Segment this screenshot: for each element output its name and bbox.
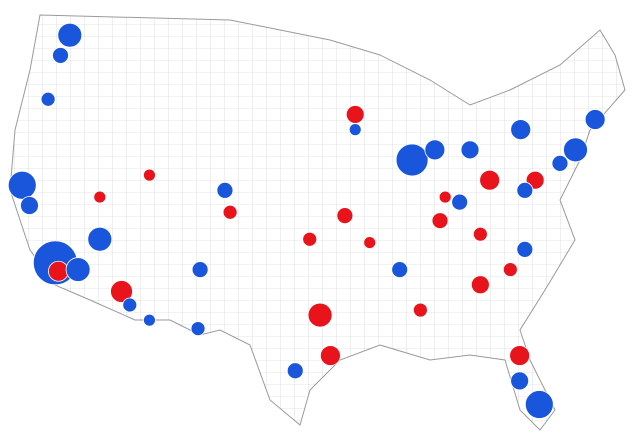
county-bubble (563, 137, 588, 163)
county-bubble (510, 371, 530, 391)
county-bubble (438, 190, 452, 204)
county-bubble (348, 123, 362, 137)
county-bubble (65, 257, 91, 282)
county-bubble (110, 280, 133, 303)
county-bubble (307, 302, 333, 328)
county-bubble (363, 236, 377, 249)
county-bubble (460, 140, 480, 160)
county-bubble (584, 109, 606, 130)
county-bubble (516, 240, 534, 258)
county-bubble (470, 275, 490, 295)
county-bubble (93, 190, 107, 204)
county-bubble (191, 261, 209, 278)
county-bubble (143, 313, 156, 327)
county-bubble (345, 105, 365, 124)
county-bubble (479, 169, 501, 191)
county-bubble (48, 260, 69, 282)
county-bubble (222, 204, 238, 220)
county-bubble (424, 139, 446, 161)
county-bubble (302, 231, 318, 247)
county-bubble (472, 226, 488, 242)
county-bubble (40, 91, 56, 107)
county-bubble (395, 143, 429, 177)
county-bubble (122, 297, 138, 313)
county-bubble (320, 345, 341, 366)
county-bubble (516, 181, 534, 199)
county-bubble (412, 302, 428, 318)
county-bubble (286, 362, 304, 380)
county-bubble (451, 193, 469, 211)
county-bubble (57, 22, 83, 48)
county-bubble (336, 207, 354, 225)
county-bubble (52, 47, 69, 64)
county-bubble (216, 181, 234, 199)
county-bubble (524, 390, 554, 419)
us-outline (9, 14, 626, 431)
county-bubble (551, 154, 569, 172)
county-bubble (190, 321, 206, 337)
county-bubble (20, 196, 39, 215)
county-bubble (87, 226, 113, 252)
county-bubble (509, 345, 531, 366)
bubble-layer (7, 22, 606, 419)
county-bubble (7, 170, 37, 200)
county-bubble (391, 261, 409, 278)
county-bubble (431, 212, 449, 230)
county-bubble (502, 262, 518, 277)
county-bubble (510, 119, 532, 141)
county-bubble (143, 168, 156, 182)
